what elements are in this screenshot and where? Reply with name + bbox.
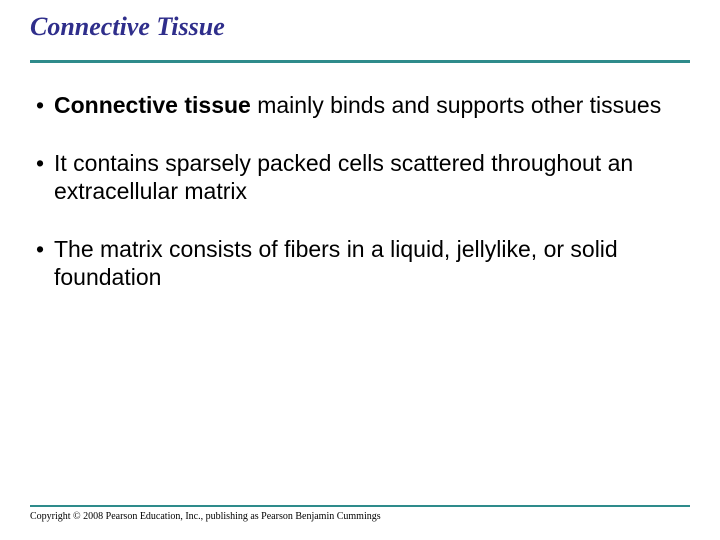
bullet-item: • It contains sparsely packed cells scat… (36, 149, 690, 205)
bullet-run: The matrix consists of fibers in a liqui… (54, 236, 618, 290)
bullet-marker-icon: • (36, 149, 54, 177)
bullet-text: The matrix consists of fibers in a liqui… (54, 235, 690, 291)
bullet-marker-icon: • (36, 91, 54, 119)
bullet-run: mainly binds and supports other tissues (251, 92, 661, 118)
bullet-marker-icon: • (36, 235, 54, 263)
bullet-text: Connective tissue mainly binds and suppo… (54, 91, 690, 119)
slide: Connective Tissue • Connective tissue ma… (0, 0, 720, 540)
bullet-run: Connective tissue (54, 92, 251, 118)
slide-body: • Connective tissue mainly binds and sup… (30, 63, 690, 291)
copyright-text: Copyright © 2008 Pearson Education, Inc.… (30, 511, 690, 522)
slide-footer: Copyright © 2008 Pearson Education, Inc.… (30, 505, 690, 522)
bullet-item: • The matrix consists of fibers in a liq… (36, 235, 690, 291)
slide-title: Connective Tissue (30, 12, 690, 56)
bullet-item: • Connective tissue mainly binds and sup… (36, 91, 690, 119)
footer-divider (30, 505, 690, 507)
bullet-text: It contains sparsely packed cells scatte… (54, 149, 690, 205)
bullet-run: It contains sparsely packed cells scatte… (54, 150, 633, 204)
